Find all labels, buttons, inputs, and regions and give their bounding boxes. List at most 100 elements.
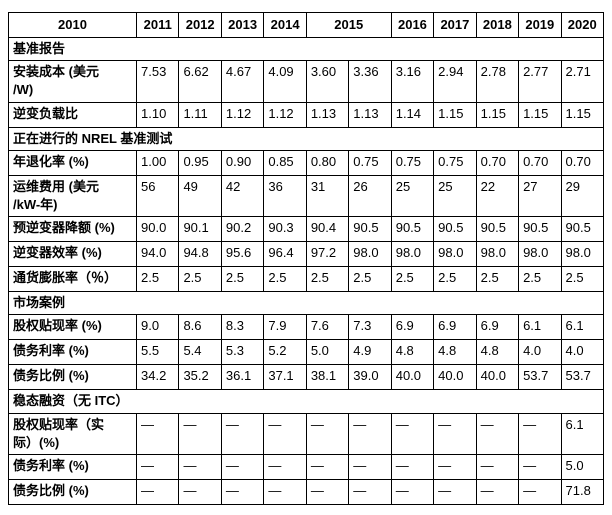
value-cell: —: [220, 453, 265, 480]
data-row: 债务比例 (%) — — — — — — — — — —71.8: [8, 478, 605, 505]
value-cell: —: [518, 412, 562, 455]
value-cell: 90.2: [220, 216, 265, 243]
row-label: 股权贴现率 (%): [8, 314, 137, 341]
value-cell: 1.00: [135, 149, 180, 176]
value-cell: 2.5: [433, 266, 477, 293]
row-label: 股权贴现率（实 际）(%): [8, 412, 137, 455]
value-cell: 53.7: [518, 364, 562, 391]
value-cell: —: [178, 412, 222, 455]
value-cell: 2.5: [305, 266, 350, 293]
value-cell: 0.70: [518, 149, 562, 176]
value-cell: 98.0: [518, 241, 562, 268]
value-cell: 40.0: [475, 364, 520, 391]
year-header-2011: 2011: [135, 12, 180, 38]
data-row: 债务比例 (%) 34.2 35.2 36.1 37.1 38.1 39.0 40.0 40.0…: [8, 364, 605, 391]
value-cell: 7.3: [348, 314, 392, 341]
value-cell: 4.8: [433, 339, 477, 366]
value-cell: 34.2: [135, 364, 180, 391]
value-cell: —: [220, 412, 265, 455]
value-cell: —: [518, 453, 562, 480]
value-cell: 7.9: [263, 314, 307, 341]
value-cell: 7.53: [135, 60, 180, 103]
section-title: 正在进行的 NREL 基准测试: [8, 126, 604, 151]
value-cell: 4.8: [475, 339, 520, 366]
year-header-2013: 2013: [220, 12, 265, 38]
value-cell: 2.5: [518, 266, 562, 293]
value-cell: 2.5: [178, 266, 222, 293]
data-row: 逆变负载比 1.10 1.11 1.12 1.12 1.13 1.13 1.14 1.15 1.1…: [8, 101, 605, 128]
value-cell: —: [305, 412, 350, 455]
value-cell: 1.12: [220, 101, 265, 128]
table-body: 基准报告 安装成本 (美元 /W) 7.53 6.62 4.67 4.09 3.60 3.36…: [8, 36, 605, 505]
value-cell: 97.2: [305, 241, 350, 268]
value-cell: 98.0: [348, 241, 392, 268]
value-cell: 25: [433, 174, 477, 218]
row-label: 安装成本 (美元 /W): [8, 60, 137, 103]
value-cell: 90.4: [305, 216, 350, 243]
value-cell: 2.5: [475, 266, 520, 293]
value-cell: 4.67: [220, 60, 265, 103]
data-row: 年退化率 (%) 1.00 0.95 0.90 0.85 0.80 0.75 0.75 0.75…: [8, 149, 605, 176]
value-cell: 5.2: [263, 339, 307, 366]
value-cell: 1.13: [348, 101, 392, 128]
value-cell: —: [433, 453, 477, 480]
value-cell: 4.8: [390, 339, 435, 366]
value-cell: 5.3: [220, 339, 265, 366]
year-header-2017: 2017: [433, 12, 477, 38]
row-label: 预逆变器降额 (%): [8, 216, 137, 243]
section-title: 稳态融资（无 ITC）: [8, 389, 604, 414]
data-row: 债务利率 (%) — — — — — — — — — —5.0: [8, 453, 605, 480]
value-cell: 98.0: [475, 241, 520, 268]
value-cell: 1.15: [518, 101, 562, 128]
row-label: 债务利率 (%): [8, 453, 137, 480]
value-cell: 0.75: [433, 149, 477, 176]
value-cell: —: [348, 412, 392, 455]
value-cell: 1.12: [263, 101, 307, 128]
value-cell: 6.9: [475, 314, 520, 341]
value-cell: —: [178, 453, 222, 480]
value-cell: 31: [305, 174, 350, 218]
data-row: 通货膨胀率（％） 2.5 2.5 2.5 2.5 2.5 2.5 2.5 2.5 2.5 2.5 2.…: [8, 266, 605, 293]
value-cell: 90.5: [475, 216, 520, 243]
year-header-2018: 2018: [475, 12, 520, 38]
value-cell: 25: [390, 174, 435, 218]
value-cell: —: [348, 453, 392, 480]
value-cell: 90.3: [263, 216, 307, 243]
value-cell: 5.0: [305, 339, 350, 366]
value-cell: 2.5: [263, 266, 307, 293]
data-row: 股权贴现率（实 际）(%) — — — — — — — — — —6.1: [8, 412, 605, 455]
value-cell: 6.1: [560, 314, 605, 341]
value-cell: 2.78: [475, 60, 520, 103]
value-cell: 29: [560, 174, 605, 218]
value-cell: —: [263, 478, 307, 505]
row-label: 债务利率 (%): [8, 339, 137, 366]
value-cell: —: [178, 478, 222, 505]
data-row: 股权贴现率 (%) 9.0 8.6 8.3 7.9 7.6 7.3 6.9 6.9 6.9 6.1 6…: [8, 314, 605, 341]
value-cell: 1.15: [433, 101, 477, 128]
value-cell: 2.94: [433, 60, 477, 103]
data-row: 预逆变器降额 (%) 90.0 90.1 90.2 90.3 90.4 90.5 90.5 90…: [8, 216, 605, 243]
value-cell: 90.0: [135, 216, 180, 243]
row-label: 年退化率 (%): [8, 149, 137, 176]
value-cell: 0.70: [475, 149, 520, 176]
value-cell: 6.1: [560, 412, 605, 455]
value-cell: 36.1: [220, 364, 265, 391]
value-cell: —: [305, 478, 350, 505]
value-cell: 98.0: [433, 241, 477, 268]
value-cell: 0.75: [348, 149, 392, 176]
value-cell: 40.0: [433, 364, 477, 391]
value-cell: —: [305, 453, 350, 480]
value-cell: —: [390, 478, 435, 505]
value-cell: 6.9: [390, 314, 435, 341]
section-row: 正在进行的 NREL 基准测试: [8, 126, 604, 151]
value-cell: 39.0: [348, 364, 392, 391]
value-cell: 1.14: [390, 101, 435, 128]
value-cell: —: [135, 478, 180, 505]
value-cell: 35.2: [178, 364, 222, 391]
value-cell: 27: [518, 174, 562, 218]
value-cell: 22: [475, 174, 520, 218]
value-cell: 2.5: [390, 266, 435, 293]
value-cell: 90.5: [433, 216, 477, 243]
row-label: 通货膨胀率（％）: [8, 266, 137, 293]
